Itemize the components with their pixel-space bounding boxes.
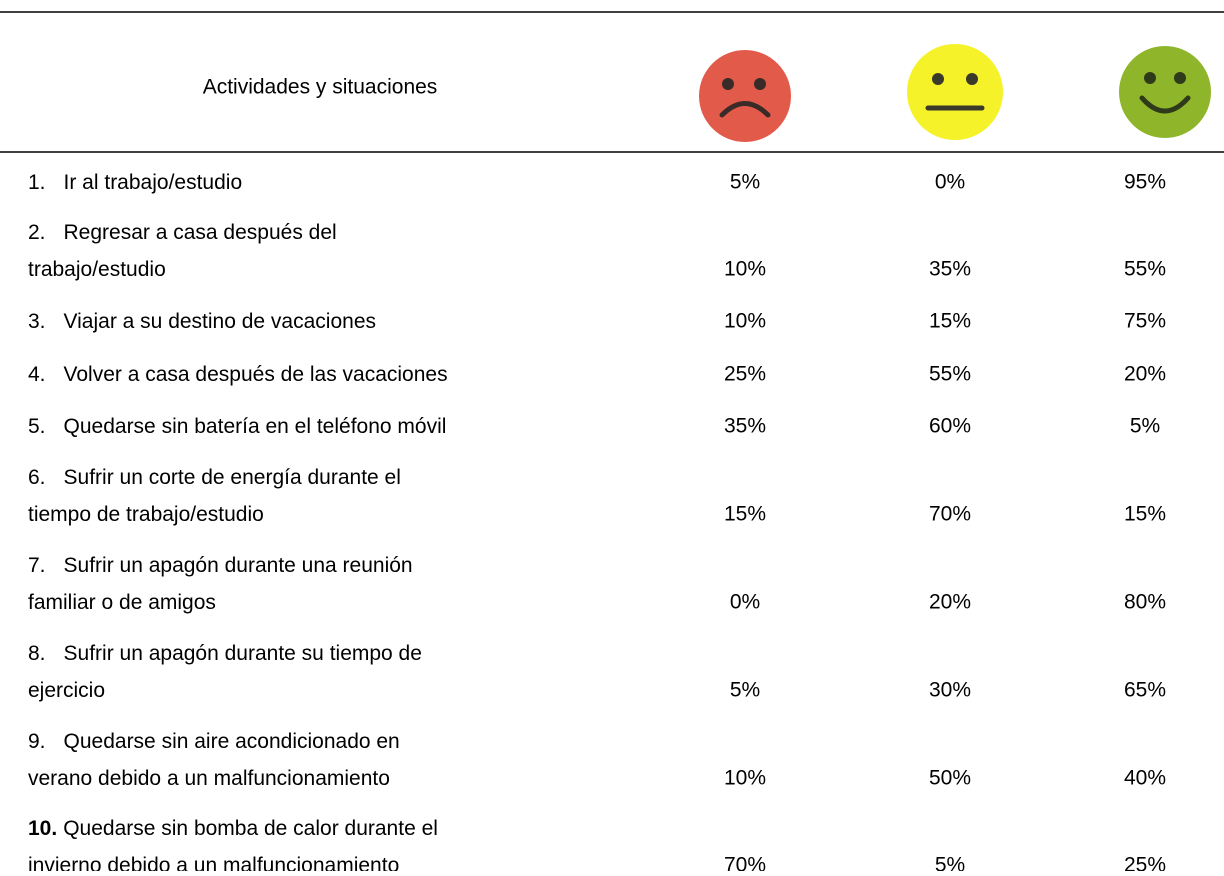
row-text: invierno debido a un malfuncionamiento — [28, 854, 399, 871]
row-label: Quedarse sin aire acondicionado en — [64, 730, 400, 753]
row-text: 8. Sufrir un apagón durante su tiempo de — [28, 642, 422, 665]
cell-value: 35% — [929, 258, 971, 281]
row-text: 10. Quedarse sin bomba de calor durante e… — [28, 817, 438, 840]
cell-value: 25% — [1124, 854, 1166, 871]
row-text: 5. Quedarse sin batería en el teléfono mó… — [28, 415, 446, 438]
cell-value: 55% — [929, 363, 971, 386]
row-text: 3. Viajar a su destino de vacaciones — [28, 310, 376, 333]
row-text: 1. Ir al trabajo/estudio — [28, 171, 242, 194]
cell-value: 75% — [1124, 310, 1166, 333]
row-text: verano debido a un malfuncionamiento — [28, 767, 390, 790]
row-text: 9. Quedarse sin aire acondicionado en — [28, 730, 400, 753]
cell-value: 30% — [929, 679, 971, 702]
row-number: 1. — [28, 171, 46, 194]
cell-value: 25% — [724, 363, 766, 386]
cell-value: 95% — [1124, 171, 1166, 194]
row-label: Sufrir un corte de energía durante el — [64, 466, 401, 489]
row-number: 10. — [28, 817, 57, 840]
row-number: 8. — [28, 642, 46, 665]
sad-face — [699, 50, 791, 142]
cell-value: 70% — [929, 503, 971, 526]
cell-value: 10% — [724, 767, 766, 790]
cell-value: 15% — [724, 503, 766, 526]
row-label: familiar o de amigos — [28, 591, 216, 614]
row-label: trabajo/estudio — [28, 258, 166, 281]
row-number: 5. — [28, 415, 46, 438]
row-text: ejercicio — [28, 679, 105, 702]
cell-value: 20% — [1124, 363, 1166, 386]
cell-value: 50% — [929, 767, 971, 790]
row-text: familiar o de amigos — [28, 591, 216, 614]
row-number: 9. — [28, 730, 46, 753]
row-text: tiempo de trabajo/estudio — [28, 503, 264, 526]
row-text: 6. Sufrir un corte de energía durante el — [28, 466, 401, 489]
row-label: invierno debido a un malfuncionamiento — [28, 854, 399, 871]
row-text: 2. Regresar a casa después del — [28, 221, 337, 244]
cell-value: 5% — [1130, 415, 1160, 438]
row-number: 4. — [28, 363, 46, 386]
row-label: Sufrir un apagón durante su tiempo de — [64, 642, 422, 665]
row-text: 4. Volver a casa después de las vacacione… — [28, 363, 448, 386]
row-number: 7. — [28, 554, 46, 577]
cell-value: 15% — [929, 310, 971, 333]
happy-face — [1119, 46, 1211, 138]
cell-value: 0% — [935, 171, 965, 194]
cell-value: 0% — [730, 591, 760, 614]
cell-value: 65% — [1124, 679, 1166, 702]
row-label: Quedarse sin batería en el teléfono móvi… — [64, 415, 447, 438]
cell-value: 15% — [1124, 503, 1166, 526]
cell-value: 70% — [724, 854, 766, 871]
row-label: Sufrir un apagón durante una reunión — [64, 554, 413, 577]
cell-value: 80% — [1124, 591, 1166, 614]
neutral-face — [907, 44, 1003, 140]
row-label: tiempo de trabajo/estudio — [28, 503, 264, 526]
header-title: Actividades y situaciones — [203, 76, 438, 99]
cell-value: 5% — [730, 679, 760, 702]
cell-value: 55% — [1124, 258, 1166, 281]
row-number: 3. — [28, 310, 46, 333]
row-number: 6. — [28, 466, 46, 489]
row-text: trabajo/estudio — [28, 258, 166, 281]
row-label: Ir al trabajo/estudio — [64, 171, 243, 194]
row-label: ejercicio — [28, 679, 105, 702]
cell-value: 5% — [935, 854, 965, 871]
cell-value: 60% — [929, 415, 971, 438]
row-text: 7. Sufrir un apagón durante una reunión — [28, 554, 413, 577]
row-number: 2. — [28, 221, 46, 244]
cell-value: 20% — [929, 591, 971, 614]
row-label: Quedarse sin bomba de calor durante el — [63, 817, 438, 840]
row-label: Regresar a casa después del — [64, 221, 337, 244]
row-label: Volver a casa después de las vacaciones — [64, 363, 448, 386]
cell-value: 10% — [724, 310, 766, 333]
cell-value: 10% — [724, 258, 766, 281]
cell-value: 5% — [730, 171, 760, 194]
row-label: verano debido a un malfuncionamiento — [28, 767, 390, 790]
row-label: Viajar a su destino de vacaciones — [64, 310, 376, 333]
cell-value: 40% — [1124, 767, 1166, 790]
cell-value: 35% — [724, 415, 766, 438]
